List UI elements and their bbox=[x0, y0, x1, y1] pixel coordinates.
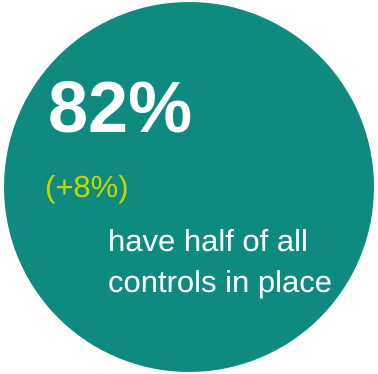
stat-caption: have half of all controls in place bbox=[108, 223, 333, 299]
stat-percentage: 82% bbox=[48, 68, 193, 148]
stat-change: (+8%) bbox=[45, 169, 129, 204]
stat-circle bbox=[4, 2, 374, 372]
